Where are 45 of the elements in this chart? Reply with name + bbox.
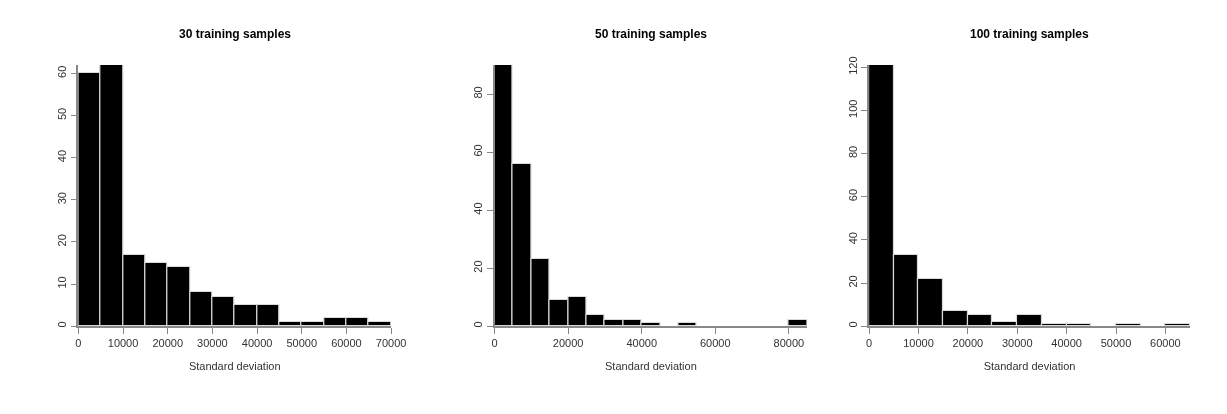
x-axis-title: Standard deviation [188, 359, 281, 372]
x-tick-label: 0 [491, 337, 498, 350]
x-tick-label: 20000 [952, 337, 984, 350]
x-tick-label: 20000 [552, 337, 584, 350]
y-tick-label: 60 [846, 188, 859, 202]
y-tick-label: 60 [56, 65, 69, 78]
y-tick-label: 20 [846, 275, 859, 288]
x-tick-label: 10000 [903, 337, 934, 350]
y-tick-label: 10 [56, 276, 69, 289]
chart-title: 50 training samples [595, 27, 708, 41]
x-tick-label: 0 [75, 337, 82, 350]
x-axis-title: Standard deviation [983, 359, 1076, 372]
x-tick-label: 60000 [1150, 337, 1181, 350]
y-tick-label: 40 [472, 202, 485, 215]
x-tick-label: 40000 [1051, 337, 1082, 350]
y-tick-label: 40 [846, 232, 859, 245]
x-tick-label: 40000 [626, 337, 657, 350]
chart-title: 100 training samples [970, 27, 1090, 41]
y-tick-label: 80 [846, 145, 859, 159]
x-tick-label: 10000 [107, 337, 139, 350]
y-tick-label: 0 [56, 321, 69, 328]
y-tick-label: 20 [472, 260, 485, 273]
y-tick-label: 120 [846, 56, 859, 75]
x-tick-label: 50000 [1100, 337, 1132, 350]
x-tick-label: 80000 [773, 337, 805, 350]
y-tick-label: 60 [472, 144, 485, 157]
x-tick-label: 70000 [375, 337, 407, 350]
y-tick-label: 20 [56, 234, 69, 247]
y-tick-label: 40 [56, 149, 69, 163]
x-tick-label: 60000 [699, 337, 731, 350]
x-axis-title: Standard deviation [605, 359, 697, 372]
x-tick-label: 50000 [286, 337, 318, 350]
x-tick-label: 20000 [152, 337, 184, 350]
x-tick-label: 30000 [197, 337, 228, 350]
y-tick-label: 100 [846, 99, 859, 118]
x-tick-label: 30000 [1001, 337, 1033, 350]
x-tick-label: 40000 [241, 337, 273, 350]
y-tick-label: 30 [56, 192, 69, 205]
y-tick-label: 0 [472, 321, 485, 328]
y-tick-label: 0 [846, 321, 859, 328]
y-tick-label: 80 [472, 86, 485, 99]
y-tick-label: 50 [56, 107, 69, 121]
x-tick-label: 60000 [331, 337, 362, 350]
chart-title: 30 training samples [179, 27, 292, 41]
x-tick-label: 0 [866, 337, 873, 350]
